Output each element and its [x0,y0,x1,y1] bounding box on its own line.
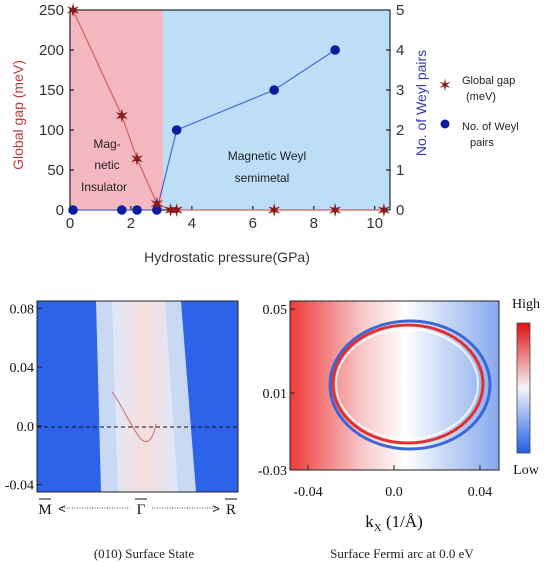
arc-inner-red-ring [331,323,485,445]
legend: ✶ Global gap (meV) No. of Weyl pairs [438,75,519,149]
weyl-point [117,205,127,215]
fermi-arc-panel: -0.04 0.0 0.040.050.01-0.03 kX (1/Å) High … [258,297,540,561]
ss-y-tick-label: 0.04 [10,361,35,376]
k-path-axis: M Γ R < > [38,498,237,518]
x-tick-label: 0 [66,215,74,232]
ss-frame [36,300,239,493]
arc-x-tick-label: 0.0 [385,485,403,500]
gap-point [115,108,128,123]
region-label-insulator-3: Insulator [81,180,127,194]
k-label-gamma: Γ [137,502,146,518]
region-label-insulator-1: Mag- [93,137,120,151]
y-right-tick-label: 0 [396,202,404,219]
colorbar-high-label: High [512,297,540,312]
y-left-tick-label: 50 [47,162,64,179]
arc-y-tick-label: 0.05 [263,303,288,318]
ss-surface-state-curve [111,391,157,442]
x-tick-label: 6 [249,215,257,232]
arc-x-tick-label: -0.04 [293,485,322,500]
gap-point [67,3,80,17]
weyl-point [132,205,142,215]
arc-inner-white-ring [335,328,479,440]
legend-label-weyl-2: pairs [470,137,494,149]
weyl-point [68,205,78,215]
legend-label-gap-2: (meV) [466,91,496,103]
gap-point [131,151,144,166]
weyl-point [171,125,182,135]
surface-state-panel: 0.08 0.04 0.0 -0.04 M Γ R < > (010) Surface… [5,300,239,561]
k-path-left-arrow-icon: < [58,501,66,516]
region-label-insulator-2: netic [94,158,119,172]
y-right-tick-label: 1 [396,162,404,179]
y-axis-title-right: No. of Weyl pairs [413,50,429,156]
y-right-tick-label: 5 [396,2,404,19]
x-tick-label: 10 [366,215,383,232]
ss-bulk-inner-region [112,301,178,492]
legend-label-gap-1: Global gap [462,75,515,87]
y-right-tick-label: 4 [396,42,404,59]
ss-y-tick-label: -0.04 [5,479,34,494]
arc-y-tick-label: -0.03 [258,464,287,479]
y-left-tick-label: 0 [56,202,64,219]
weyl-point [330,45,340,55]
gap-point [268,203,281,217]
ss-y-tick-label: 0.08 [10,302,35,317]
colorbar [516,322,531,454]
y-right-tick-label: 3 [396,82,404,99]
y-left-tick-label: 250 [39,2,64,19]
k-path-right-arrow-icon: > [212,501,220,516]
x-tick-label: 2 [127,215,135,232]
gap-point [329,203,342,217]
x-tick-label: 8 [310,215,318,232]
semimetal-region [163,10,390,210]
y-left-tick-label: 200 [39,42,64,59]
y-right-tick-label: 2 [396,122,404,139]
gap-point [150,196,163,211]
arc-x-axis-title: kX (1/Å) [365,512,423,534]
insulator-region [70,10,163,210]
legend-star-icon: ✶ [438,76,452,95]
y-axis-title-left: Global gap (meV) [10,60,26,170]
region-label-semimetal-2: semimetal [235,171,290,185]
y-left-tick-label: 150 [39,82,64,99]
k-label-r: R [226,502,236,518]
arc-caption: Surface Fermi arc at 0.0 eV [330,546,474,561]
k-label-m: M [38,502,51,518]
gap-point [164,203,177,217]
weyl-point [269,85,279,95]
ss-caption: (010) Surface State [94,546,195,561]
y-left-tick-label: 100 [39,122,64,139]
arc-x-tick-label: 0.04 [468,485,493,500]
gap-point [377,203,390,217]
legend-label-weyl-1: No. of Weyl [462,121,519,133]
legend-circle-icon [440,119,450,129]
x-axis-title: Hydrostatic pressure(GPa) [144,249,310,265]
arc-outer-blue-ring [328,319,492,451]
arc-y-tick-label: 0.01 [263,387,288,402]
region-label-semimetal-1: Magnetic Weyl [228,149,306,163]
gap-point [170,203,183,217]
ss-y-tick-label: 0.0 [17,420,35,435]
x-tick-label: 4 [188,215,196,232]
colorbar-low-label: Low [513,463,540,478]
